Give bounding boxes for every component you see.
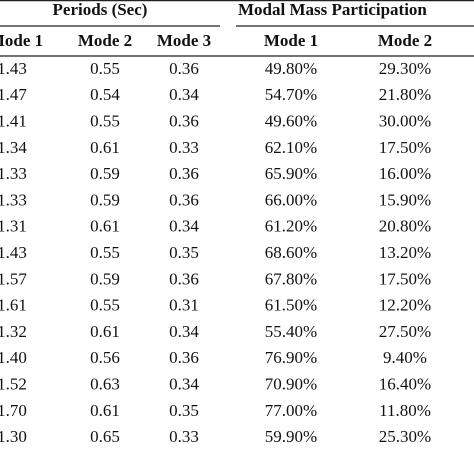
cell: 0.55 [90,112,120,131]
column-header: Mode 2 [78,31,132,50]
cell: 0.36 [169,348,199,367]
cell: 0.61 [90,322,120,341]
cell: 0.34 [169,85,199,104]
cell: 61.50% [265,296,317,315]
column-header: Mode 2 [378,31,432,50]
cell: 0.36 [169,269,199,288]
cell: 0.36 [169,190,199,209]
cell: 30.00% [379,112,431,131]
cell: 49.80% [265,59,317,78]
cell: 0.35 [169,243,199,262]
cell: 0.61 [90,138,120,157]
cell: 76.90% [265,348,317,367]
cell: 1.30 [0,427,27,446]
cell: 0.34 [169,322,199,341]
cell: 0.33 [169,138,199,157]
cell: 0.33 [169,427,199,446]
cell: 27.50% [379,322,431,341]
cell: 0.55 [90,243,120,262]
cell: 0.56 [90,348,120,367]
cell: 1.57 [0,269,27,288]
group-header: Periods (Sec) [53,0,148,19]
cell: 67.80% [265,269,317,288]
cell: 16.00% [379,164,431,183]
cell: 66.00% [265,190,317,209]
cell: 17.50% [379,269,431,288]
cell: 16.40% [379,375,431,394]
cell: 1.70 [0,401,27,420]
cell: 77.00% [265,401,317,420]
cell: 55.40% [265,322,317,341]
cell: 70.90% [265,375,317,394]
cell: 0.36 [169,164,199,183]
cell: 62.10% [265,138,317,157]
cell: 13.20% [379,243,431,262]
cell: 49.60% [265,112,317,131]
cell: 0.34 [169,375,199,394]
cell: 12.20% [379,296,431,315]
cell: 0.34 [169,217,199,236]
cell: 61.20% [265,217,317,236]
cell: 68.60% [265,243,317,262]
cell: 0.55 [90,59,120,78]
cell: 0.59 [90,269,120,288]
cell: 11.80% [379,401,431,420]
cell: 15.90% [379,190,431,209]
cell: 59.90% [265,427,317,446]
cell: 1.52 [0,375,27,394]
cell: 1.43 [0,59,27,78]
cell: 1.40 [0,348,27,367]
cell: 0.65 [90,427,120,446]
cell: 0.55 [90,296,120,315]
column-header: Mode 1 [264,31,318,50]
column-header: Mode 3 [157,31,211,50]
cell: 1.33 [0,164,27,183]
cell: 1.43 [0,243,27,262]
cell: 0.59 [90,190,120,209]
cell: 0.61 [90,401,120,420]
cell: 17.50% [379,138,431,157]
cell: 1.61 [0,296,27,315]
cell: 9.40% [383,348,427,367]
cell: 0.61 [90,217,120,236]
cell: 0.36 [169,112,199,131]
cell: 25.30% [379,427,431,446]
cell: 0.59 [90,164,120,183]
cell: 0.35 [169,401,199,420]
cell: 65.90% [265,164,317,183]
cell: 21.80% [379,85,431,104]
cell: 54.70% [265,85,317,104]
cell: 1.34 [0,138,27,157]
column-header: Mode 1 [0,31,43,50]
cell: 0.36 [169,59,199,78]
cell: 0.63 [90,375,120,394]
cell: 0.54 [90,85,120,104]
cell: 1.47 [0,85,27,104]
cell: 20.80% [379,217,431,236]
cell: 0.31 [169,296,199,315]
cell: 1.31 [0,217,27,236]
cell: 29.30% [379,59,431,78]
group-header: Modal Mass Participation [238,0,427,19]
cell: 1.32 [0,322,27,341]
cell: 1.33 [0,190,27,209]
cell: 1.41 [0,112,27,131]
